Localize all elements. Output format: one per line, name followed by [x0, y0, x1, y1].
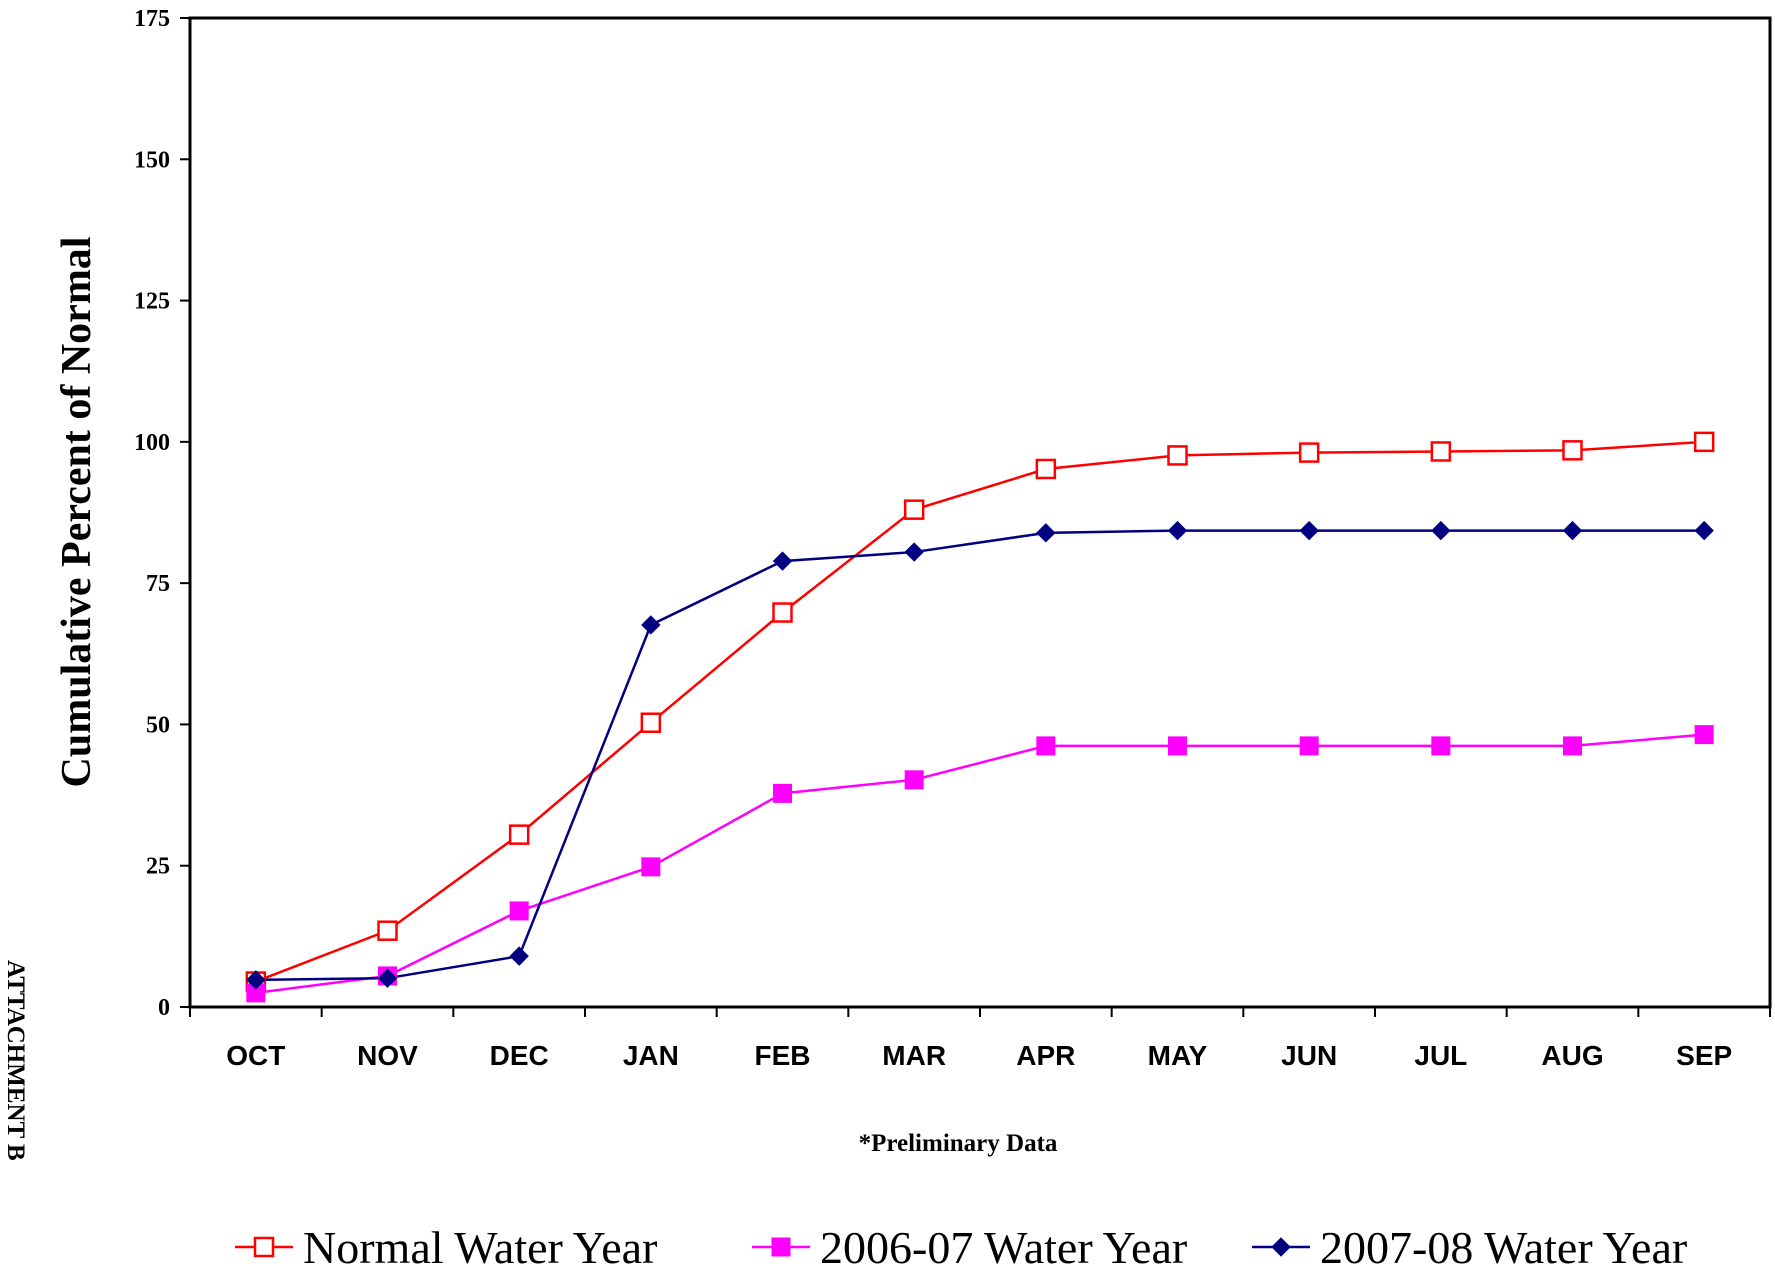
- data-point: [1694, 520, 1714, 541]
- data-point: [1430, 441, 1452, 462]
- series-markers: [246, 725, 1714, 1003]
- data-point: [903, 499, 925, 520]
- data-point: [1299, 736, 1319, 756]
- series-line: [255, 529, 1705, 982]
- x-tick-label: DEC: [490, 1040, 549, 1071]
- x-tick-label: NOV: [357, 1040, 418, 1071]
- data-point: [1694, 725, 1714, 745]
- y-tick-label: 125: [134, 289, 170, 315]
- data-point: [640, 712, 662, 733]
- y-tick-label: 50: [146, 712, 170, 738]
- x-axis-ticks: OCT NOV DEC JAN FEB MAR APR MAY JUN JUL AUG SEP: [189, 1007, 1771, 1071]
- y-axis-label: Cumulative Percent of Normal: [54, 237, 100, 788]
- x-tick-label: SEP: [1676, 1040, 1732, 1071]
- data-point: [1168, 736, 1187, 756]
- data-point: [772, 602, 793, 623]
- legend-marker: [771, 1237, 791, 1257]
- series-2007-08-water-year: [255, 529, 1705, 982]
- y-tick-label: 150: [134, 147, 170, 173]
- data-point: [773, 783, 792, 803]
- legend-marker: [1271, 1237, 1291, 1257]
- data-point: [509, 946, 529, 966]
- data-point: [1036, 736, 1056, 756]
- series-line: [255, 440, 1705, 983]
- data-point: [1298, 442, 1320, 463]
- data-point: [1167, 445, 1188, 466]
- data-point: [1431, 520, 1451, 541]
- data-point: [1562, 520, 1583, 541]
- y-tick-label: 100: [134, 430, 170, 456]
- series-2006-07-water-year: [255, 733, 1705, 995]
- data-point: [1299, 520, 1319, 541]
- series-layer: [245, 431, 1715, 1003]
- x-tick-label: APR: [1016, 1040, 1075, 1071]
- legend-marker: [253, 1236, 275, 1258]
- legend-item: Normal Water Year: [235, 1222, 657, 1273]
- data-point: [508, 824, 530, 845]
- series-line: [255, 733, 1705, 995]
- x-tick-label: AUG: [1541, 1040, 1603, 1071]
- data-point: [377, 968, 398, 988]
- legend-label: 2006-07 Water Year: [820, 1222, 1187, 1273]
- data-point: [904, 542, 924, 562]
- data-point: [1036, 523, 1056, 543]
- y-tick-label: 25: [146, 854, 170, 880]
- data-point: [246, 970, 266, 990]
- legend: Normal Water Year 2006-07 Water Year 2007-…: [235, 1222, 1687, 1273]
- data-point: [509, 901, 529, 921]
- x-tick-label: JAN: [623, 1040, 679, 1071]
- attachment-label: ATTACHMENT B: [2, 960, 29, 1161]
- data-point: [772, 551, 793, 571]
- data-point: [641, 857, 661, 877]
- y-tick-label: 0: [158, 995, 170, 1021]
- x-tick-label: OCT: [226, 1040, 285, 1071]
- x-tick-label: FEB: [755, 1040, 811, 1071]
- data-point: [1167, 520, 1188, 541]
- data-point: [1693, 431, 1715, 453]
- plot-area: [188, 16, 1772, 1009]
- data-point: [1035, 458, 1057, 480]
- x-tick-label: MAY: [1148, 1040, 1208, 1071]
- series-markers: [246, 520, 1714, 990]
- legend-item: 2006-07 Water Year: [752, 1222, 1187, 1273]
- series-normal-water-year: [255, 440, 1705, 983]
- y-tick-label: 175: [134, 6, 170, 32]
- legend-label: 2007-08 Water Year: [1320, 1222, 1687, 1273]
- data-point: [377, 920, 398, 941]
- data-point: [1431, 736, 1451, 756]
- data-point: [1563, 736, 1582, 756]
- data-point: [904, 770, 924, 790]
- legend-item: 2007-08 Water Year: [1252, 1222, 1687, 1273]
- x-tick-label: MAR: [882, 1040, 946, 1071]
- preliminary-data-note: *Preliminary Data: [859, 1130, 1058, 1157]
- y-tick-label: 75: [146, 571, 170, 597]
- data-point: [1562, 440, 1583, 461]
- x-tick-label: JUL: [1414, 1040, 1467, 1071]
- data-point: [641, 615, 661, 635]
- legend-label: Normal Water Year: [303, 1222, 657, 1273]
- y-axis-ticks: 0 25 50 75 100 125 150 175: [134, 6, 190, 1021]
- x-tick-label: JUN: [1281, 1040, 1337, 1071]
